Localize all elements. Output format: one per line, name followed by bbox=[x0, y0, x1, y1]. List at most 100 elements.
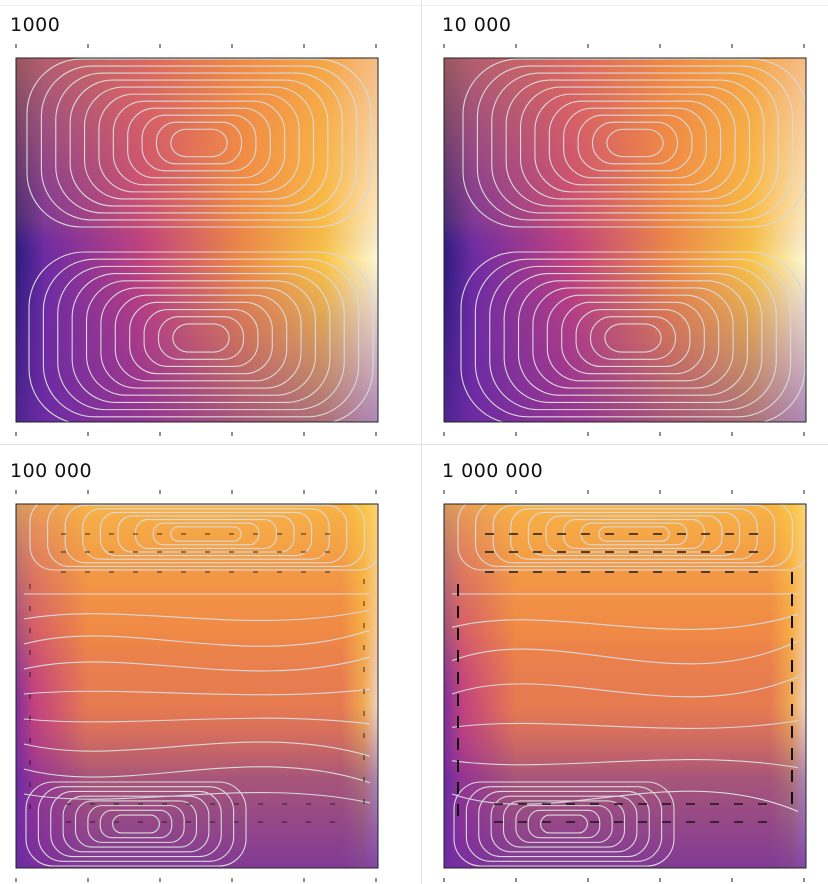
streamline-contour bbox=[40, 65, 358, 221]
streamline-contour bbox=[55, 72, 343, 214]
panel-3: 100 000 bbox=[0, 446, 410, 884]
streamline-contour bbox=[157, 316, 245, 360]
streamline-contour bbox=[519, 86, 751, 200]
streamline-contour bbox=[87, 805, 185, 843]
panel-4: 1 000 000 bbox=[428, 446, 828, 884]
panel-title: 1 000 000 bbox=[442, 460, 544, 482]
plot-frame bbox=[15, 57, 379, 423]
streamline-contour bbox=[475, 504, 793, 567]
streamline-contour bbox=[517, 280, 749, 396]
streamline-contour bbox=[527, 511, 741, 557]
streamline-contour bbox=[476, 65, 794, 221]
streamline-contour bbox=[451, 613, 799, 630]
heatmap-shading bbox=[16, 58, 378, 422]
plot-2 bbox=[443, 44, 807, 436]
heatmap-shading bbox=[444, 58, 806, 422]
streamline-contour bbox=[112, 814, 160, 834]
plot-3 bbox=[15, 490, 379, 882]
streamline-contour bbox=[42, 258, 360, 418]
streamline-contour bbox=[29, 504, 378, 571]
top-rule bbox=[0, 5, 828, 6]
streamline-contour bbox=[23, 741, 371, 757]
streamline-contour bbox=[591, 121, 679, 165]
streamline-contour bbox=[50, 790, 222, 858]
heatmap-shading bbox=[444, 504, 806, 868]
streamline-contour bbox=[112, 100, 286, 186]
streamline-contour bbox=[129, 301, 273, 375]
streamline-contour bbox=[561, 301, 705, 375]
streamline-contour bbox=[589, 316, 677, 360]
plot-1 bbox=[15, 44, 379, 436]
streamline-contour bbox=[577, 114, 693, 172]
streamline-contour bbox=[532, 287, 734, 389]
streamline-contour bbox=[451, 720, 799, 729]
streamline-contour bbox=[37, 786, 235, 862]
streamline-contour bbox=[141, 114, 257, 172]
streamline-contour bbox=[74, 800, 198, 848]
streamline-contour bbox=[85, 280, 317, 396]
streamline-contour bbox=[491, 72, 779, 214]
streamline-contour bbox=[502, 800, 626, 848]
streamline-contour bbox=[23, 609, 371, 621]
streamline-contour bbox=[527, 809, 601, 839]
streamline-contour bbox=[505, 79, 765, 207]
streamline-contour bbox=[451, 759, 799, 769]
streamline-contour bbox=[604, 323, 662, 353]
streamline-contour bbox=[99, 809, 173, 839]
streamline-contour bbox=[515, 805, 613, 843]
streamline-contour bbox=[98, 93, 300, 193]
streamline-contour bbox=[170, 128, 228, 158]
streamline-contour bbox=[451, 676, 799, 698]
streamline-contour bbox=[546, 294, 720, 382]
streamline-contour bbox=[26, 58, 372, 228]
streamline-contour bbox=[28, 251, 374, 422]
streamline-contour bbox=[451, 640, 799, 665]
streamline-contour bbox=[114, 294, 288, 382]
streamline-contour bbox=[453, 781, 675, 867]
streamline-contour bbox=[606, 128, 664, 158]
streamline-contour bbox=[23, 766, 371, 784]
panel-1: 1000 bbox=[0, 0, 410, 438]
streamline-contour bbox=[478, 790, 650, 858]
streamline-contour bbox=[462, 58, 806, 228]
streamline-contour bbox=[99, 511, 313, 557]
plot-frame bbox=[15, 503, 379, 869]
streamline-contour bbox=[57, 265, 345, 411]
streamline-contour bbox=[474, 258, 792, 418]
streamline-contour bbox=[71, 273, 331, 403]
streamline-contour bbox=[534, 93, 736, 193]
heatmap-shading bbox=[16, 504, 378, 868]
streamline-contour bbox=[83, 86, 315, 200]
streamline-contour bbox=[23, 629, 371, 647]
streamline-contour bbox=[100, 287, 302, 389]
plot-frame bbox=[443, 503, 807, 869]
panel-divider-vertical bbox=[421, 0, 422, 884]
streamline-contour bbox=[548, 100, 722, 186]
streamline-contour bbox=[62, 795, 210, 853]
panel-title: 1000 bbox=[10, 14, 61, 36]
panel-title: 100 000 bbox=[10, 460, 93, 482]
streamline-contour bbox=[460, 251, 806, 422]
streamline-contour bbox=[155, 121, 243, 165]
streamline-contour bbox=[540, 814, 588, 834]
streamline-contour bbox=[152, 522, 260, 546]
streamline-contour bbox=[69, 79, 329, 207]
streamline-contour bbox=[563, 107, 707, 179]
streamline-contour bbox=[457, 504, 806, 571]
streamline-contour bbox=[503, 273, 763, 403]
panel-2: 10 000 bbox=[428, 0, 828, 438]
streamline-contour bbox=[490, 795, 638, 853]
streamline-contour bbox=[598, 526, 670, 542]
streamline-contour bbox=[489, 265, 777, 411]
streamline-contour bbox=[23, 792, 371, 804]
panel-divider-horizontal bbox=[0, 444, 828, 445]
streamline-contour bbox=[25, 781, 247, 867]
plot-4 bbox=[443, 490, 807, 882]
streamline-contour bbox=[127, 107, 271, 179]
streamline-contour bbox=[170, 526, 242, 542]
streamline-contour bbox=[23, 688, 371, 696]
streamline-contour bbox=[172, 323, 230, 353]
streamline-contour bbox=[575, 308, 691, 368]
streamline-contour bbox=[23, 656, 371, 672]
streamline-contour bbox=[47, 504, 365, 567]
